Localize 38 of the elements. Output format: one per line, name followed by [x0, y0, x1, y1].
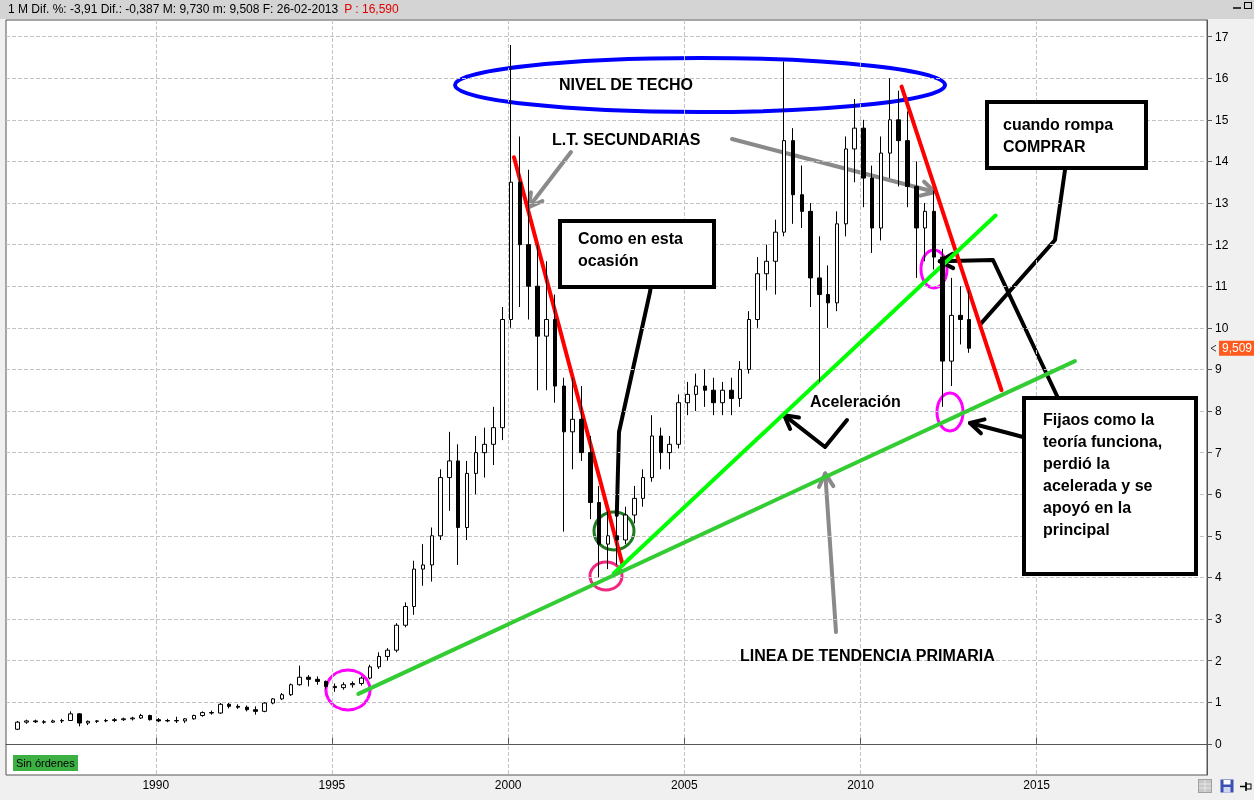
y-tick-label: 2 [1215, 653, 1222, 668]
y-tick-label: 11 [1215, 279, 1228, 294]
x-tick-label: 1995 [318, 778, 346, 792]
y-tick-label: 1 [1215, 695, 1222, 710]
y-tick-label: 7 [1215, 445, 1222, 460]
y-tick-label: 0 [1215, 736, 1222, 751]
annotation: Fijaos como la teoría funciona, perdió la acelerada y se apoyó en la principal [1043, 410, 1164, 540]
x-tick-label: 2005 [670, 778, 698, 792]
annotation: Aceleración [810, 392, 901, 410]
annotation: cuando rompa COMPRAR [1003, 115, 1115, 157]
y-tick-label: 5 [1215, 528, 1222, 543]
callout-box: Fijaos como la teoría funciona, perdió la acelerada y se apoyó en la principal [1022, 396, 1198, 576]
y-tick-label: 15 [1215, 112, 1229, 127]
x-tick-label: 2000 [494, 778, 522, 792]
y-tick-label: 16 [1215, 71, 1229, 86]
y-tick-label: 12 [1215, 237, 1229, 252]
text: 9,509 [1222, 341, 1253, 356]
y-tick-label: 9 [1215, 362, 1222, 377]
y-tick-label: 10 [1215, 320, 1229, 335]
callout-box: cuando rompa COMPRAR [985, 100, 1148, 170]
x-tick-label: 2010 [847, 778, 875, 792]
y-tick-label: 6 [1215, 487, 1222, 502]
y-tick-label: 8 [1215, 404, 1222, 419]
callout-box: Como en esta ocasión [558, 219, 716, 289]
x-tick-label: 2015 [1023, 778, 1051, 792]
chart-subtitle: P : 16,590 [344, 2, 399, 16]
annotation: LINEA DE TENDENCIA PRIMARIA [740, 646, 996, 664]
y-tick-label: 17 [1215, 29, 1229, 44]
chart-title: 1 M Dif. %: -3,91 Dif.: -0,387 M: 9,730 m: 9,508 F: 26-02-2013 [8, 2, 339, 16]
annotation: Sin órdenes [13, 755, 78, 771]
annotation: L.T. SECUNDARIAS [552, 130, 701, 148]
y-tick-label: 3 [1215, 612, 1222, 627]
x-tick-label: 1990 [142, 778, 170, 792]
y-tick-label: 4 [1215, 570, 1222, 585]
annotation: NIVEL DE TECHO [559, 75, 693, 93]
annotation: Como en esta ocasión [578, 229, 684, 271]
y-tick-label: 14 [1215, 154, 1229, 169]
y-tick-label: 13 [1215, 196, 1229, 211]
